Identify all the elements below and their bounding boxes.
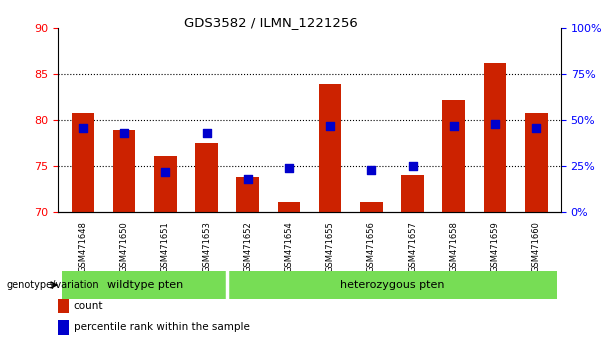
Bar [63,271,227,299]
Point [202,130,211,136]
Text: GSM471648: GSM471648 [78,221,88,272]
Point [449,123,459,129]
Point [490,121,500,127]
Text: GSM471650: GSM471650 [120,221,129,272]
Point [367,167,376,173]
Point [326,123,335,129]
Point [284,165,294,171]
Text: count: count [74,301,103,311]
Text: percentile rank within the sample: percentile rank within the sample [74,322,249,332]
Bar [113,130,135,212]
Bar [443,100,465,212]
Bar [319,84,341,212]
Bar [402,175,424,212]
Bar [154,156,177,212]
Text: GSM471651: GSM471651 [161,221,170,272]
Bar [72,113,94,212]
Text: GSM471656: GSM471656 [367,221,376,272]
Text: GSM471658: GSM471658 [449,221,459,272]
Bar [360,202,383,212]
Text: GDS3582 / ILMN_1221256: GDS3582 / ILMN_1221256 [184,16,357,29]
Point [161,169,170,175]
Bar [195,143,218,212]
Bar [525,113,547,212]
Point [120,130,129,136]
Text: GSM471660: GSM471660 [531,221,541,272]
Text: GSM471654: GSM471654 [284,221,294,272]
Bar [237,177,259,212]
Bar [278,202,300,212]
Text: GSM471652: GSM471652 [243,221,253,272]
Bar [227,271,557,299]
Text: GSM471653: GSM471653 [202,221,211,272]
Text: genotype/variation: genotype/variation [6,280,99,290]
Text: GSM471659: GSM471659 [490,221,500,272]
Text: GSM471657: GSM471657 [408,221,417,272]
Point [531,125,541,131]
Point [243,176,253,182]
Text: GSM471655: GSM471655 [326,221,335,272]
Text: heterozygous pten: heterozygous pten [340,280,444,290]
Point [408,164,417,169]
Text: wildtype pten: wildtype pten [107,280,183,290]
Bar [484,63,506,212]
Point [78,125,88,131]
